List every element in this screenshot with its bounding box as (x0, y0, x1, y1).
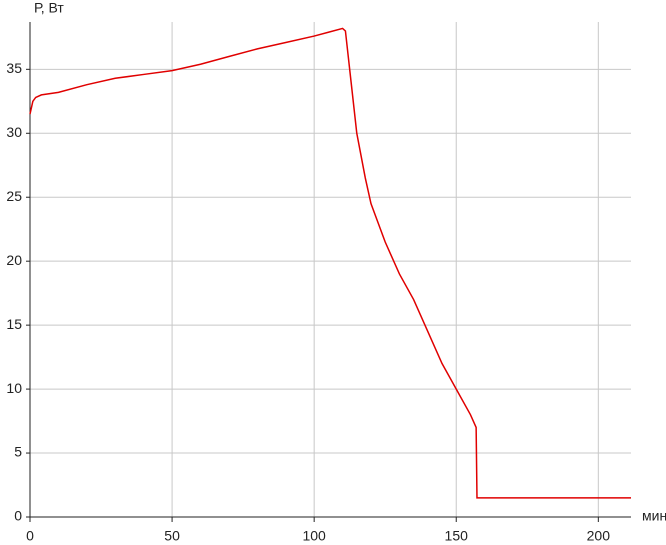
data-line (29, 27, 631, 499)
y-axis-label: Р, Вт (34, 0, 64, 16)
y-tick-label: 25 (6, 188, 22, 204)
y-tick-label: 35 (6, 60, 22, 76)
y-tick-label: 5 (14, 444, 22, 460)
y-tick-label: 20 (6, 252, 22, 268)
x-tick-label: 50 (164, 528, 180, 544)
x-tick-label: 200 (587, 528, 611, 544)
y-tick-label: 30 (6, 124, 22, 140)
y-tick-label: 15 (6, 316, 22, 332)
x-tick-label: 100 (302, 528, 326, 544)
x-tick-label: 150 (445, 528, 469, 544)
x-tick-label: 0 (26, 528, 34, 544)
y-tick-label: 10 (6, 380, 22, 396)
x-axis-label: мин (642, 508, 666, 524)
y-tick-label: 0 (14, 508, 22, 524)
